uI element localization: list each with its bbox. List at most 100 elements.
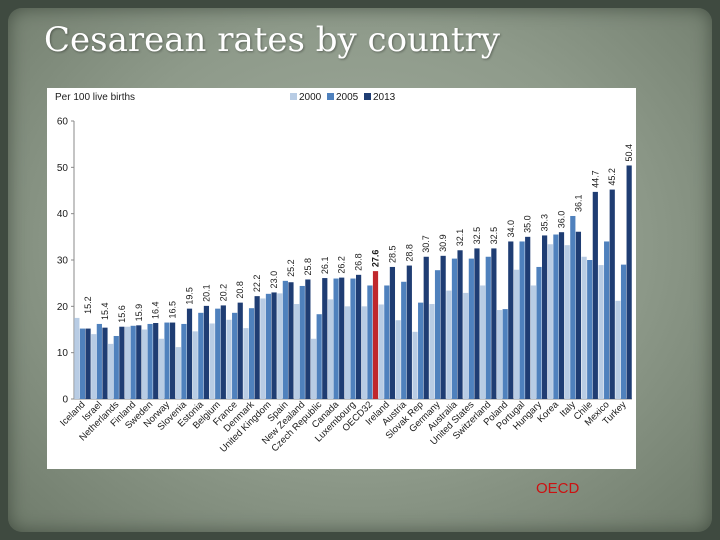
value-label: 28.5: [387, 245, 397, 263]
bar-2000: [141, 329, 148, 399]
bar-2000: [91, 334, 97, 399]
value-label: 36.1: [573, 194, 583, 212]
bar-2013: [440, 255, 446, 399]
y-tick-label: 0: [62, 395, 68, 406]
bar-2013: [525, 236, 531, 399]
bar-2005: [333, 278, 339, 399]
value-label: 27.6: [371, 250, 381, 268]
bar-2000: [564, 245, 570, 399]
bar-2005: [215, 308, 221, 399]
legend-label-2005: 2005: [336, 92, 359, 103]
value-label: 32.1: [455, 229, 465, 247]
bar-2013: [288, 282, 294, 399]
bar-2000: [429, 304, 435, 399]
bar-2013: [423, 256, 429, 399]
value-label: 23.0: [269, 271, 279, 289]
bar-2000: [158, 338, 164, 399]
bar-2005: [282, 280, 288, 399]
bar-2000: [581, 256, 587, 399]
value-label: 36.0: [557, 211, 567, 229]
value-label: 30.7: [421, 235, 431, 253]
bar-2013: [372, 271, 379, 399]
y-tick-label: 20: [57, 302, 69, 313]
value-label: 16.5: [168, 301, 178, 319]
bar-2005: [113, 335, 119, 399]
bar-2000: [344, 306, 350, 399]
bar-2000: [294, 304, 300, 399]
bar-2013: [406, 265, 412, 399]
value-label: 15.9: [134, 304, 144, 322]
bar-2005: [587, 260, 593, 399]
bar-2013: [558, 232, 565, 399]
bar-2013: [254, 296, 260, 399]
bar-2000: [310, 338, 317, 399]
value-label: 26.8: [354, 253, 364, 271]
bar-2000: [530, 285, 536, 399]
bar-2005: [451, 258, 458, 399]
bar-2005: [553, 234, 559, 399]
bar-2000: [192, 331, 198, 399]
value-label: 20.8: [235, 281, 245, 299]
value-label: 20.1: [201, 284, 211, 302]
bar-2005: [265, 293, 272, 399]
bar-2013: [237, 302, 243, 399]
value-label: 50.4: [624, 144, 634, 162]
bar-2013: [153, 323, 159, 399]
bar-2000: [480, 285, 486, 399]
y-tick-label: 40: [57, 209, 69, 220]
bar-2005: [519, 241, 525, 399]
bar-2013: [220, 305, 226, 399]
bar-2000: [226, 319, 232, 399]
bar-2005: [350, 278, 356, 399]
bar-2000: [412, 331, 418, 399]
bar-2013: [322, 278, 328, 399]
bar-2000: [378, 304, 384, 399]
bar-2013: [119, 326, 125, 399]
cesarean-bar-chart: Per 100 live births 2000 2005 2013 0 10 20 30 40…: [55, 92, 634, 455]
bar-2013: [85, 328, 91, 399]
legend-swatch-2013: [364, 93, 371, 100]
bar-2005: [401, 281, 407, 399]
bar-2005: [232, 312, 238, 399]
bar-2005: [198, 312, 204, 399]
bar-2013: [575, 231, 582, 399]
bar-2013: [609, 189, 615, 399]
bar-2000: [547, 244, 553, 399]
bar-2000: [124, 326, 131, 399]
value-label: 32.5: [489, 227, 499, 245]
value-label: 45.2: [607, 168, 617, 186]
bar-2013: [203, 305, 210, 399]
value-label: 26.2: [337, 256, 347, 274]
bar-2005: [502, 309, 508, 399]
y-tick-label: 60: [57, 117, 69, 128]
bar-2000: [446, 290, 452, 399]
bar-2005: [79, 328, 86, 399]
bar-2005: [536, 266, 542, 399]
value-label: 28.8: [404, 244, 414, 262]
bar-2005: [130, 325, 136, 399]
bar-2000: [395, 320, 401, 399]
bar-2000: [615, 300, 621, 399]
bar-2013: [542, 235, 548, 399]
bar-2005: [367, 285, 373, 399]
bar-2000: [260, 298, 266, 399]
bar-2000: [243, 328, 249, 399]
value-label: 16.4: [151, 301, 161, 319]
bar-2013: [457, 250, 463, 399]
bar-2000: [277, 293, 283, 399]
value-label: 15.6: [117, 305, 127, 323]
legend-label-2000: 2000: [299, 92, 322, 103]
bar-2005: [418, 302, 424, 399]
value-label: 19.5: [185, 287, 195, 305]
bar-2005: [384, 285, 390, 399]
bar-2013: [491, 248, 497, 399]
bar-2000: [175, 347, 181, 399]
bar-2005: [316, 314, 322, 399]
bar-2013: [136, 325, 142, 399]
bar-2005: [620, 264, 627, 399]
bar-2013: [356, 274, 362, 399]
bar-2005: [96, 323, 102, 399]
bar-2005: [147, 323, 153, 399]
bar-2000: [598, 265, 604, 399]
value-label: 25.8: [303, 258, 313, 276]
